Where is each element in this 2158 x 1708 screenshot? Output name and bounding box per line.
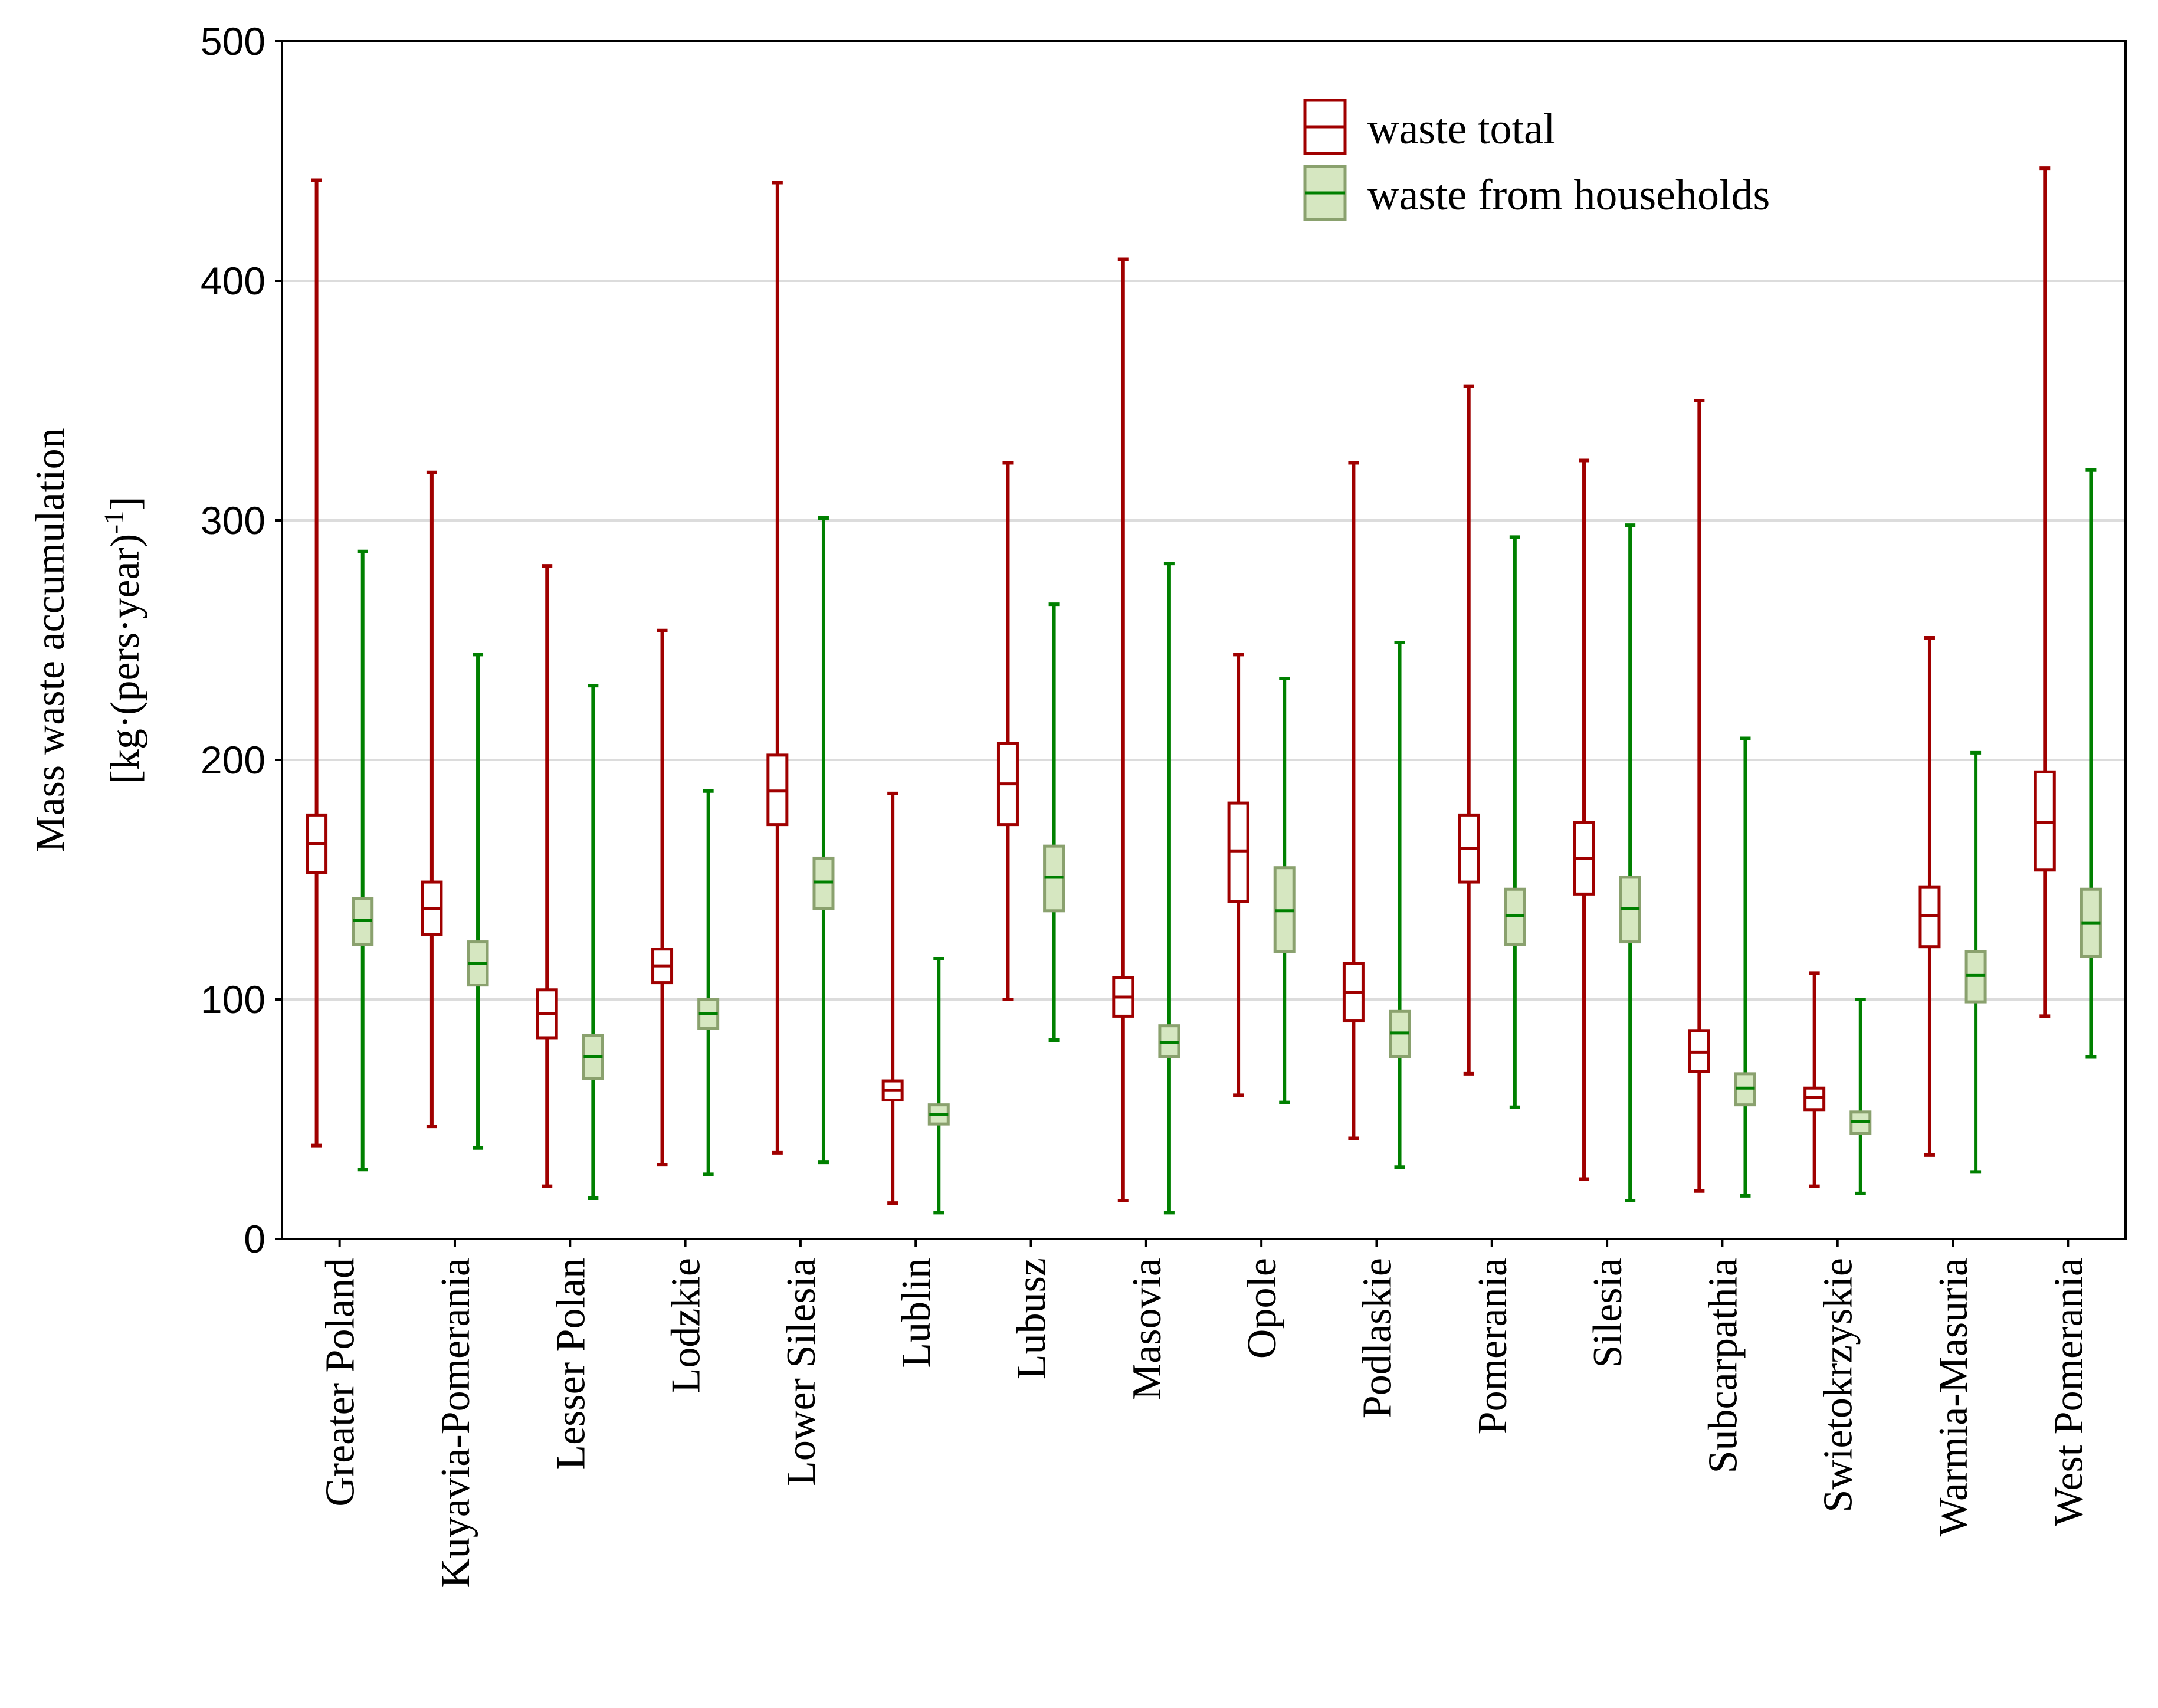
x-tick-label-1: Kuyavia-Pomerania <box>433 1258 478 1588</box>
box-s1-0 <box>352 549 374 1172</box>
box-s0-1 <box>421 470 443 1129</box>
box-s1-13 <box>1849 998 1872 1195</box>
box-s1-10 <box>1504 535 1526 1109</box>
x-tick-label-8: Opole <box>1239 1258 1285 1359</box>
x-tick-label-15: West Pomerania <box>2046 1258 2091 1526</box>
x-tick-label-0: Greater Poland <box>318 1258 363 1507</box>
box-s1-12 <box>1734 736 1756 1198</box>
y-tick-label-500: 500 <box>201 19 265 63</box>
box-s0-4 <box>766 181 789 1155</box>
y-axis-label: Mass waste accumulation [kg·(pers·year)-… <box>28 428 148 852</box>
box-s0-5 <box>881 791 904 1205</box>
box-s0-14 <box>1918 635 1941 1157</box>
y-tick-label-100: 100 <box>201 978 265 1021</box>
legend-label-waste-households: waste from households <box>1367 171 1770 219</box>
legend: waste total waste from households <box>1303 99 1770 221</box>
y-tick-label-400: 400 <box>201 259 265 303</box>
box-s1-15 <box>2080 468 2102 1059</box>
box-s0-12 <box>1688 399 1710 1193</box>
legend-item-waste-households: waste from households <box>1303 165 1770 221</box>
x-axis: Greater Poland Kuyavia-Pomerania Lesser Po… <box>318 1239 2091 1588</box>
y-axis: 0 100 200 300 400 500 <box>201 19 282 1261</box>
box-s1-5 <box>927 956 950 1215</box>
x-tick-label-13: Swietokrzyskie <box>1816 1258 1861 1513</box>
x-tick-label-5: Lublin <box>894 1258 939 1368</box>
box-s0-13 <box>1803 971 1826 1188</box>
x-tick-label-12: Subcarpathia <box>1700 1258 1746 1473</box>
box-s0-8 <box>1227 653 1249 1097</box>
box-s1-7 <box>1158 562 1180 1215</box>
box-s1-1 <box>467 653 489 1150</box>
box-s0-11 <box>1573 458 1595 1181</box>
legend-label-waste-total: waste total <box>1367 105 1556 153</box>
y-tick-label-0: 0 <box>244 1217 265 1261</box>
box-s0-15 <box>2034 166 2056 1018</box>
plot-frame <box>281 40 2127 1240</box>
x-tick-label-4: Lower Silesia <box>779 1258 824 1486</box>
box-s0-10 <box>1458 384 1480 1076</box>
grid-lines <box>282 280 2126 1001</box>
x-tick-label-7: Masovia <box>1124 1258 1170 1400</box>
box-s1-4 <box>812 516 835 1165</box>
box-s1-14 <box>1964 750 1987 1174</box>
box-s0-2 <box>536 564 558 1188</box>
box-series <box>306 166 2102 1215</box>
box-s1-9 <box>1389 641 1411 1169</box>
y-axis-label-line2: [kg·(pers·year)-1] <box>99 497 148 784</box>
y-tick-label-200: 200 <box>201 738 265 782</box>
x-tick-label-9: Podlaskie <box>1355 1258 1400 1418</box>
box-s1-11 <box>1619 523 1641 1203</box>
box-s0-0 <box>306 178 328 1148</box>
box-s1-2 <box>582 684 604 1200</box>
legend-item-waste-total: waste total <box>1303 99 1556 155</box>
box-s1-6 <box>1043 602 1065 1042</box>
x-tick-label-11: Silesia <box>1585 1258 1631 1368</box>
box-s0-9 <box>1342 461 1365 1140</box>
x-tick-label-2: Lesser Polan <box>548 1258 593 1470</box>
y-tick-label-300: 300 <box>201 499 265 542</box>
box-s0-6 <box>996 461 1019 1001</box>
box-s1-3 <box>697 789 720 1176</box>
box-s1-8 <box>1273 676 1296 1104</box>
x-tick-label-3: Lodzkie <box>664 1258 709 1393</box>
x-tick-label-10: Pomerania <box>1470 1258 1516 1434</box>
box-s0-3 <box>651 628 674 1167</box>
y-axis-label-line1: Mass waste accumulation <box>28 428 73 852</box>
box-s0-7 <box>1112 257 1134 1203</box>
x-tick-label-6: Lubusz <box>1009 1258 1055 1379</box>
x-tick-label-14: Warmia-Masuria <box>1931 1258 1976 1537</box>
